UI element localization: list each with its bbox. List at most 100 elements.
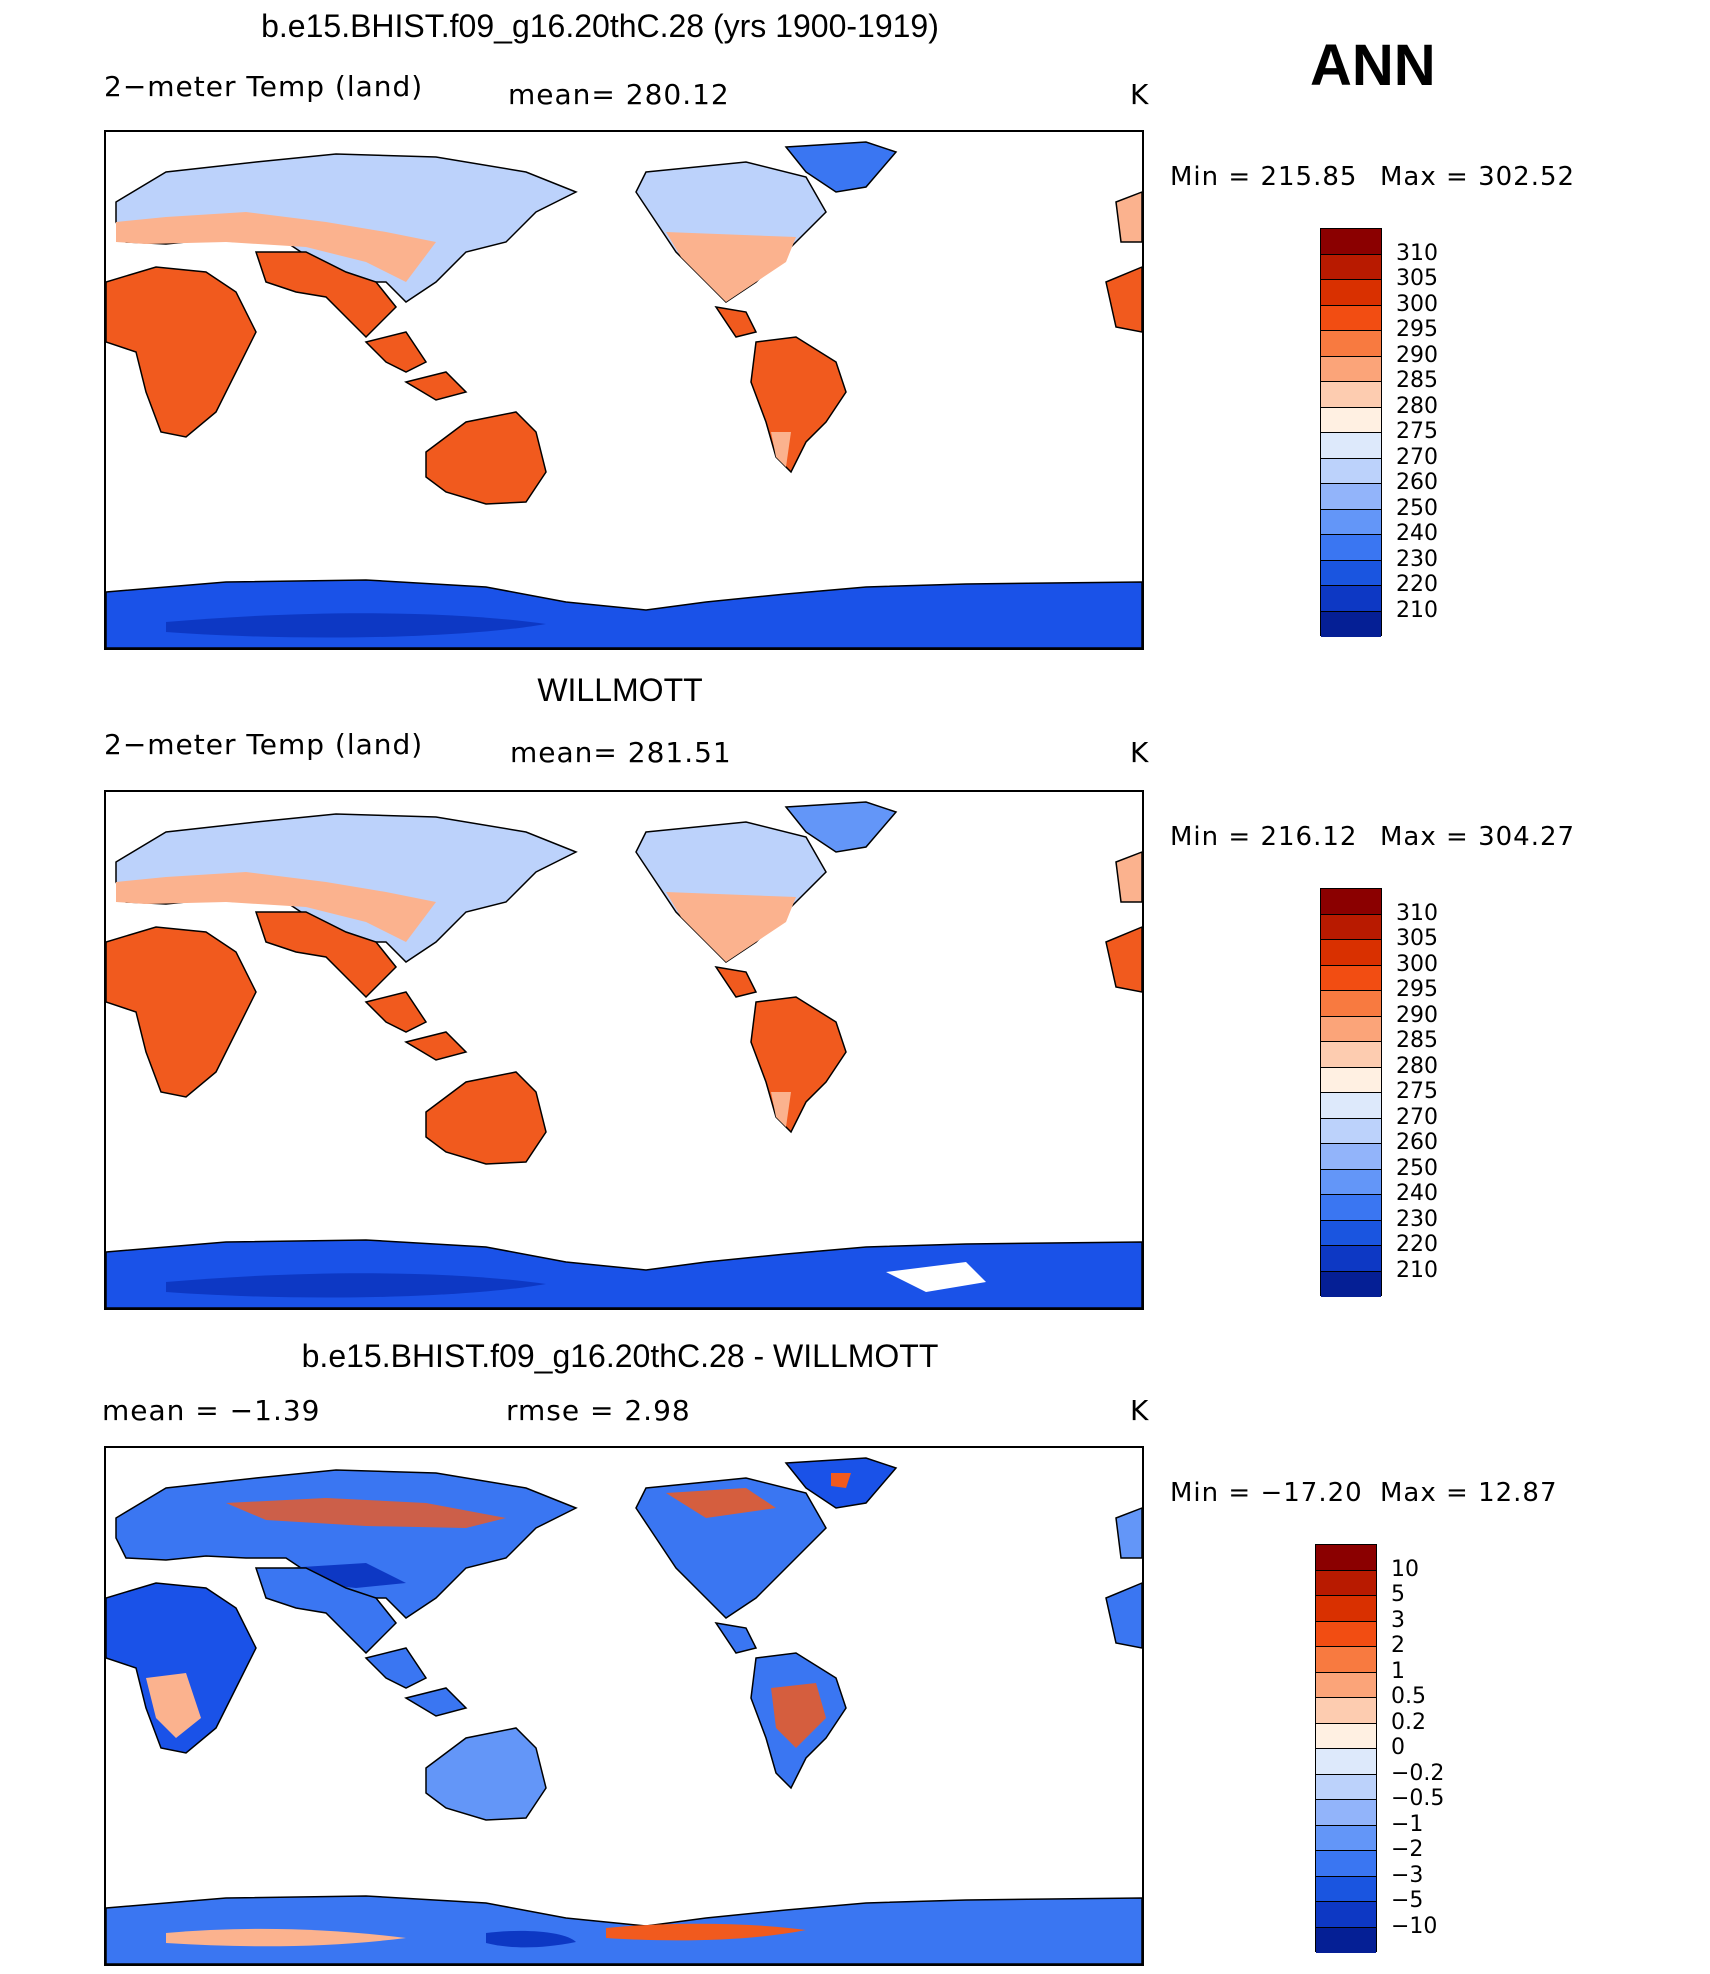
colorbar-segment (1316, 1800, 1376, 1826)
colorbar-tick-label: 285 (1396, 1028, 1438, 1053)
colorbar-tick-label: 275 (1396, 419, 1438, 444)
colorbar-segment (1321, 484, 1381, 510)
colorbar-tick-label: 310 (1396, 240, 1438, 266)
eurasia (115, 1469, 578, 1619)
colorbar-segment (1316, 1596, 1376, 1622)
panel3-min: Min = −17.20 (1170, 1478, 1363, 1508)
colorbar-tick-label: 295 (1396, 977, 1438, 1002)
panel2-map (104, 790, 1144, 1310)
colorbar-segment (1316, 1927, 1376, 1953)
colorbar-tick-label: 290 (1396, 342, 1438, 368)
colorbar-segment (1321, 991, 1381, 1017)
colorbar-tick-label: 0 (1391, 1735, 1405, 1760)
colorbar-segment (1321, 1246, 1381, 1272)
australia (425, 411, 547, 505)
colorbar-segment (1321, 914, 1381, 940)
colorbar-segment (1321, 1195, 1381, 1221)
colorbar-tick-label: −1 (1391, 1811, 1424, 1837)
colorbar-segment (1321, 1042, 1381, 1068)
panel2-mean: mean= 281.51 (510, 736, 732, 769)
colorbar-segment (1321, 1144, 1381, 1170)
colorbar-segment (1321, 382, 1381, 408)
panel2-colorbar (1320, 888, 1382, 1297)
colorbar-segment (1321, 305, 1381, 331)
colorbar-tick-label: 295 (1396, 317, 1438, 342)
north-america (635, 1477, 827, 1619)
colorbar-segment (1316, 1825, 1376, 1851)
colorbar-segment (1316, 1570, 1376, 1596)
colorbar-tick-label: 270 (1396, 1104, 1438, 1130)
colorbar-segment (1321, 1016, 1381, 1042)
panel2-units: K (1130, 736, 1150, 769)
colorbar-segment (1321, 586, 1381, 612)
australia (425, 1071, 547, 1165)
colorbar-segment (1321, 940, 1381, 966)
colorbar-tick-label: 210 (1396, 1257, 1438, 1283)
colorbar-tick-label: 290 (1396, 1002, 1438, 1028)
panel2-max: Max = 304.27 (1380, 822, 1576, 852)
colorbar-tick-label: 230 (1396, 1206, 1438, 1232)
colorbar-segment (1321, 433, 1381, 459)
greenland (784, 141, 898, 193)
colorbar-tick-label: 280 (1396, 393, 1438, 419)
colorbar-segment (1321, 560, 1381, 586)
colorbar-segment (1321, 1067, 1381, 1093)
colorbar-tick-label: 250 (1396, 495, 1438, 521)
colorbar-segment (1316, 1545, 1376, 1571)
colorbar-tick-label: 230 (1396, 546, 1438, 572)
colorbar-segment (1321, 965, 1381, 991)
greenland (784, 801, 898, 853)
panel1-title: b.e15.BHIST.f09_g16.20thC.28 (yrs 1900-1… (261, 8, 939, 44)
africa (106, 1582, 257, 1754)
panel2-title: WILLMOTT (537, 672, 703, 708)
panel1-map (104, 130, 1144, 650)
colorbar-tick-label: 300 (1396, 291, 1438, 317)
panel3-units: K (1130, 1394, 1150, 1427)
colorbar-segment (1316, 1774, 1376, 1800)
panel1-mean: mean= 280.12 (508, 78, 730, 111)
colorbar-segment (1316, 1647, 1376, 1673)
colorbar-segment (1321, 1093, 1381, 1119)
colorbar-tick-label: −3 (1391, 1862, 1424, 1888)
colorbar-segment (1321, 356, 1381, 382)
colorbar-tick-label: 260 (1396, 1130, 1438, 1155)
antarctica (106, 1239, 1142, 1308)
africa (106, 926, 257, 1098)
australia (425, 1727, 547, 1821)
colorbar-segment (1316, 1851, 1376, 1877)
colorbar-tick-label: 250 (1396, 1155, 1438, 1181)
colorbar-segment (1321, 889, 1381, 915)
colorbar-segment (1321, 407, 1381, 433)
colorbar-segment (1321, 1220, 1381, 1246)
panel1-min: Min = 215.85 (1170, 162, 1358, 192)
panel3-colorbar (1315, 1544, 1377, 1953)
colorbar-segment (1321, 331, 1381, 357)
colorbar-tick-label: 305 (1396, 266, 1438, 291)
colorbar-tick-label: 10 (1391, 1556, 1419, 1582)
colorbar-tick-label: 220 (1396, 572, 1438, 597)
colorbar-segment (1321, 254, 1381, 280)
colorbar-tick-label: 0.2 (1391, 1709, 1426, 1735)
colorbar-segment (1321, 509, 1381, 535)
colorbar-tick-label: 275 (1396, 1079, 1438, 1104)
colorbar-tick-label: 1 (1391, 1658, 1405, 1684)
colorbar-tick-label: 220 (1396, 1232, 1438, 1257)
colorbar-tick-label: 285 (1396, 368, 1438, 393)
colorbar-tick-label: 210 (1396, 597, 1438, 623)
panel1-units: K (1130, 78, 1150, 111)
colorbar-tick-label: 2 (1391, 1633, 1405, 1658)
colorbar-segment (1316, 1698, 1376, 1724)
season-label: ANN (1310, 33, 1436, 98)
colorbar-tick-label: 5 (1391, 1582, 1405, 1607)
panel2-min: Min = 216.12 (1170, 822, 1358, 852)
colorbar-segment (1316, 1902, 1376, 1928)
colorbar-segment (1321, 280, 1381, 306)
colorbar-tick-label: −0.2 (1391, 1760, 1445, 1786)
colorbar-tick-label: 260 (1396, 470, 1438, 495)
panel3-title: b.e15.BHIST.f09_g16.20thC.28 - WILLMOTT (301, 1338, 939, 1374)
colorbar-tick-label: 310 (1396, 900, 1438, 926)
colorbar-segment (1321, 611, 1381, 637)
panel3-mean: mean = −1.39 (102, 1394, 321, 1427)
south-america (750, 336, 847, 474)
panel2-variable: 2−meter Temp (land) (104, 728, 424, 761)
